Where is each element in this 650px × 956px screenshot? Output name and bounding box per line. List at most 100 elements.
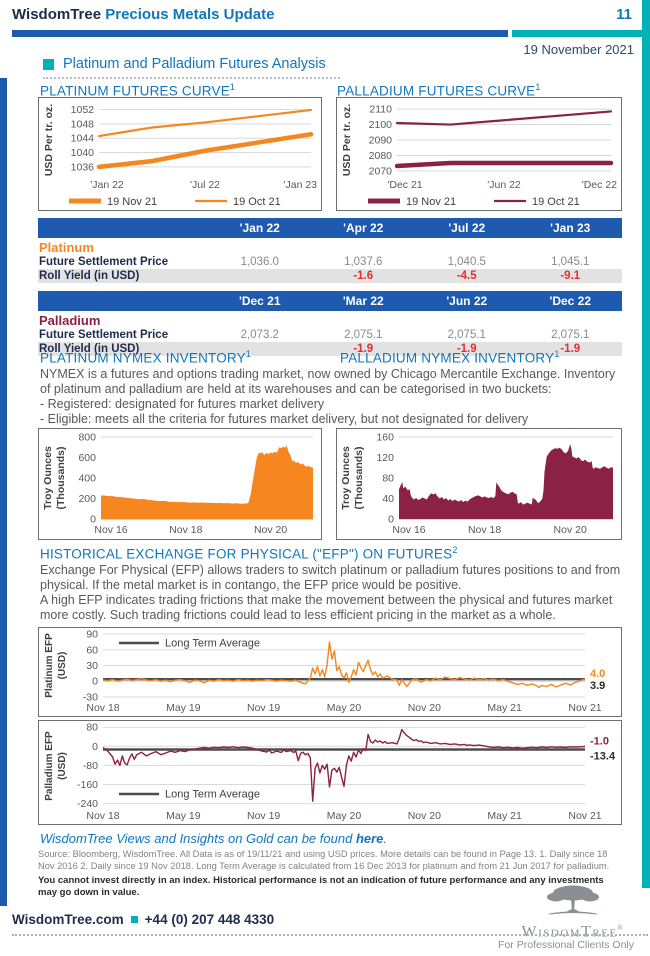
svg-text:1052: 1052 — [71, 104, 95, 116]
page-number: 11 — [616, 6, 632, 23]
footnote-ref: 1 — [554, 349, 560, 359]
header-rule — [12, 30, 650, 37]
website-text: WisdomTree.com — [12, 912, 124, 927]
x-axis-ticks: 'Dec 21 'Jun 22 'Dec 22 — [387, 179, 617, 191]
x-axis-ticks: Nov 18 May 19 Nov 19 May 20 Nov 20 May 21 Nov … — [86, 702, 601, 714]
table-cell: 2,073.2 — [240, 329, 279, 341]
svg-text:Nov 21: Nov 21 — [568, 810, 601, 822]
y-axis-label-line2: (Thousands) — [353, 447, 365, 510]
table-header-row: 'Dec 21 'Mar 22 'Jun 22 'Dec 22 — [38, 291, 622, 311]
svg-text:Nov 18: Nov 18 — [169, 524, 202, 536]
efp-description: Exchange For Physical (EFP) allows trade… — [40, 563, 622, 623]
inventory-area — [399, 444, 613, 519]
svg-text:1048: 1048 — [71, 118, 95, 130]
efp-paragraph-2: A high EFP indicates trading frictions t… — [40, 593, 613, 622]
svg-text:60: 60 — [86, 644, 98, 656]
metal-label: Palladium — [39, 313, 101, 328]
table-cell: -1.6 — [353, 270, 374, 282]
x-axis-ticks: 'Jan 22 'Jul 22 'Jan 23 — [90, 179, 317, 191]
svg-text:600: 600 — [78, 452, 96, 464]
x-axis-ticks: Nov 16 Nov 18 Nov 20 — [94, 524, 287, 536]
svg-text:Nov 16: Nov 16 — [392, 524, 425, 536]
footnote-ref: 1 — [535, 82, 541, 92]
svg-text:19 Oct 21: 19 Oct 21 — [532, 196, 580, 208]
phone-number: +44 (0) 207 448 4330 — [144, 912, 275, 927]
svg-text:May 19: May 19 — [166, 702, 201, 714]
svg-text:'Jun 22: 'Jun 22 — [487, 179, 521, 191]
palladium-curve-title: PALLADIUM FUTURES CURVE1 — [337, 82, 541, 99]
table-cell: -9.1 — [560, 270, 581, 282]
column-header: 'Dec 21 — [208, 291, 312, 311]
svg-text:-80: -80 — [83, 760, 98, 772]
header-rule-navy — [12, 30, 508, 37]
svg-text:0: 0 — [92, 676, 98, 688]
row-label: Roll Yield (in USD) — [39, 270, 140, 282]
right-annotations: -1.0 -13.4 — [590, 736, 616, 763]
svg-text:80: 80 — [382, 473, 394, 485]
palladium-futures-chart: 2070 2080 2090 2100 2110 USD Per tr. oz. 'Dec … — [336, 97, 622, 211]
series-lines — [394, 110, 614, 169]
legend: 19 Nov 21 19 Oct 21 — [368, 196, 580, 208]
palladium-inventory-chart: 0 40 80 120 160 Troy Ounces (Thousands) Nov 16 N… — [336, 428, 622, 540]
y-axis-label-line1: Troy Ounces — [42, 446, 54, 510]
contact-line: WisdomTree.com +44 (0) 207 448 4330 — [12, 912, 274, 927]
nymex-description: NYMEX is a futures and options trading m… — [40, 367, 622, 427]
settlement-price-row: Future Settlement Price 2,073.2 2,075.1 2,0… — [38, 328, 622, 342]
svg-text:Nov 20: Nov 20 — [408, 702, 441, 714]
insights-text: WisdomTree Views and Insights on Gold ca… — [40, 831, 353, 846]
y-axis-label-line1: Palladium EFP — [44, 731, 55, 801]
table-cell: 2,075.1 — [447, 329, 486, 341]
nymex-intro: NYMEX is a futures and options trading m… — [40, 367, 616, 396]
insights-line: WisdomTree Views and Insights on Gold ca… — [40, 831, 387, 846]
platinum-efp-chart: -30 0 30 60 90 Platinum EFP (USD) Nov 18 May 19 N… — [38, 627, 622, 717]
right-annotations: 4.03.9 — [590, 668, 605, 692]
svg-text:2070: 2070 — [369, 165, 393, 177]
svg-text:90: 90 — [86, 629, 98, 641]
section-title: Platinum and Palladium Futures Analysis — [63, 56, 326, 72]
table-header-row: 'Jan 22 'Apr 22 'Jul 22 'Jan 23 — [38, 218, 622, 238]
platinum-inventory-chart-svg: 0 200 400 600 800 Troy Ounces (Thousands) Nov 1… — [42, 432, 313, 536]
svg-text:Nov 19: Nov 19 — [247, 702, 280, 714]
insights-link[interactable]: here — [355, 831, 384, 846]
table-cell: -1.9 — [456, 343, 477, 355]
product-name: Precious Metals Update — [105, 6, 275, 23]
svg-text:May 21: May 21 — [487, 810, 522, 822]
table-cell: 1,045.1 — [551, 256, 590, 268]
svg-text:-160: -160 — [77, 779, 98, 791]
svg-text:May 20: May 20 — [327, 702, 362, 714]
svg-text:Nov 20: Nov 20 — [254, 524, 287, 536]
table-cell: -4.5 — [456, 270, 477, 282]
svg-text:0: 0 — [92, 741, 98, 753]
efp-series-line — [102, 641, 586, 689]
svg-text:Nov 19: Nov 19 — [247, 810, 280, 822]
palladium-inventory-title: PALLADIUM NYMEX INVENTORY1 — [340, 349, 560, 366]
gridlines: 2070 2080 2090 2100 2110 — [369, 104, 611, 177]
futures-table-platinum: 'Jan 22 'Apr 22 'Jul 22 'Jan 23 Platinum Futu… — [38, 218, 622, 283]
table-cell — [208, 269, 312, 283]
svg-text:'Jul 22: 'Jul 22 — [190, 179, 220, 191]
y-axis-label-line2: (USD) — [57, 652, 68, 680]
y-axis-label-line2: (Thousands) — [55, 447, 67, 510]
header: WisdomTree Precious Metals Update 11 — [12, 6, 632, 23]
gridlines: -30 0 30 60 90 — [83, 629, 585, 703]
svg-text:19 Oct 21: 19 Oct 21 — [233, 196, 281, 208]
series-19-nov-21 — [394, 160, 614, 169]
left-border-bar — [0, 78, 7, 906]
settlement-price-row: Future Settlement Price 1,036.0 1,037.6 1,0… — [38, 255, 622, 269]
svg-text:Nov 16: Nov 16 — [94, 524, 127, 536]
svg-text:200: 200 — [78, 493, 96, 505]
svg-text:-30: -30 — [83, 691, 98, 703]
svg-text:'Jan 23: 'Jan 23 — [283, 179, 317, 191]
report-date: 19 November 2021 — [523, 42, 634, 57]
svg-text:4.0: 4.0 — [590, 668, 605, 680]
svg-text:Nov 18: Nov 18 — [86, 810, 119, 822]
metal-label: Platinum — [39, 240, 94, 255]
y-axis-label: USD Per tr. oz. — [43, 104, 55, 176]
roll-yield-row: Roll Yield (in USD) -1.6 -4.5 -9.1 — [38, 269, 622, 283]
source-block: Source: Bloomberg, WisdomTree. All Data … — [38, 849, 622, 898]
y-axis-label-line1: Platinum EFP — [44, 633, 55, 698]
row-label: Future Settlement Price — [39, 256, 169, 268]
svg-text:May 21: May 21 — [487, 702, 522, 714]
legend: 19 Nov 21 19 Oct 21 — [69, 196, 281, 208]
